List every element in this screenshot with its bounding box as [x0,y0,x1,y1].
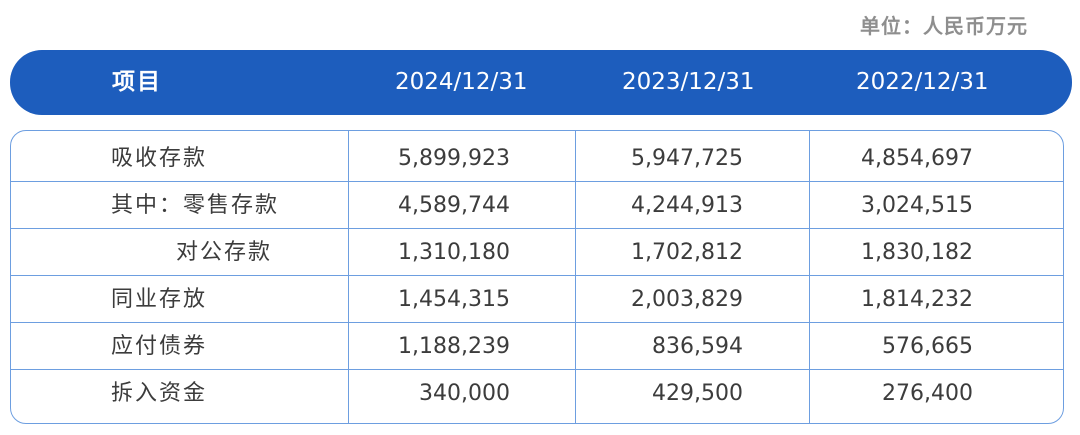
header-date-2024: 2024/12/31 [395,69,528,95]
header-date-2023: 2023/12/31 [622,69,755,95]
header-date-2022: 2022/12/31 [856,69,989,95]
value-2022: 3,024,515 [861,193,973,218]
value-2022: 576,665 [882,334,973,359]
value-2022: 1,830,182 [861,240,973,265]
row-label: 其中：零售存款 [111,193,280,218]
table-row: 吸收存款 5,899,923 5,947,725 4,854,697 [11,135,1063,182]
value-2023: 5,947,725 [631,146,743,171]
header-item: 项目 [112,69,162,95]
value-2023: 1,702,812 [631,240,743,265]
row-label: 同业存放 [111,287,208,312]
value-2024: 1,188,239 [398,334,510,359]
value-2022: 1,814,232 [861,287,973,312]
table-row: 对公存款 1,310,180 1,702,812 1,830,182 [11,229,1063,276]
value-2024: 1,310,180 [398,240,510,265]
value-2022: 4,854,697 [861,146,973,171]
row-label: 对公存款 [176,240,273,265]
table-row: 拆入资金 340,000 429,500 276,400 [11,370,1063,420]
value-2024: 1,454,315 [398,287,510,312]
row-label: 拆入资金 [111,381,208,406]
row-label: 吸收存款 [111,146,208,171]
table-row: 其中：零售存款 4,589,744 4,244,913 3,024,515 [11,182,1063,229]
value-2024: 5,899,923 [398,146,510,171]
table-row: 应付债券 1,188,239 836,594 576,665 [11,323,1063,370]
table-header: 项目 2024/12/31 2023/12/31 2022/12/31 [10,50,1072,115]
table-row: 同业存放 1,454,315 2,003,829 1,814,232 [11,276,1063,323]
data-table: 吸收存款 5,899,923 5,947,725 4,854,697 其中：零售… [10,130,1064,424]
value-2023: 4,244,913 [631,193,743,218]
value-2022: 276,400 [882,381,973,406]
unit-label: 单位：人民币万元 [860,14,1028,38]
value-2023: 836,594 [652,334,743,359]
column-divider [809,131,810,423]
row-label: 应付债券 [111,334,208,359]
value-2024: 340,000 [419,381,510,406]
value-2023: 429,500 [652,381,743,406]
value-2024: 4,589,744 [398,193,510,218]
column-divider [348,131,349,423]
column-divider [575,131,576,423]
value-2023: 2,003,829 [631,287,743,312]
